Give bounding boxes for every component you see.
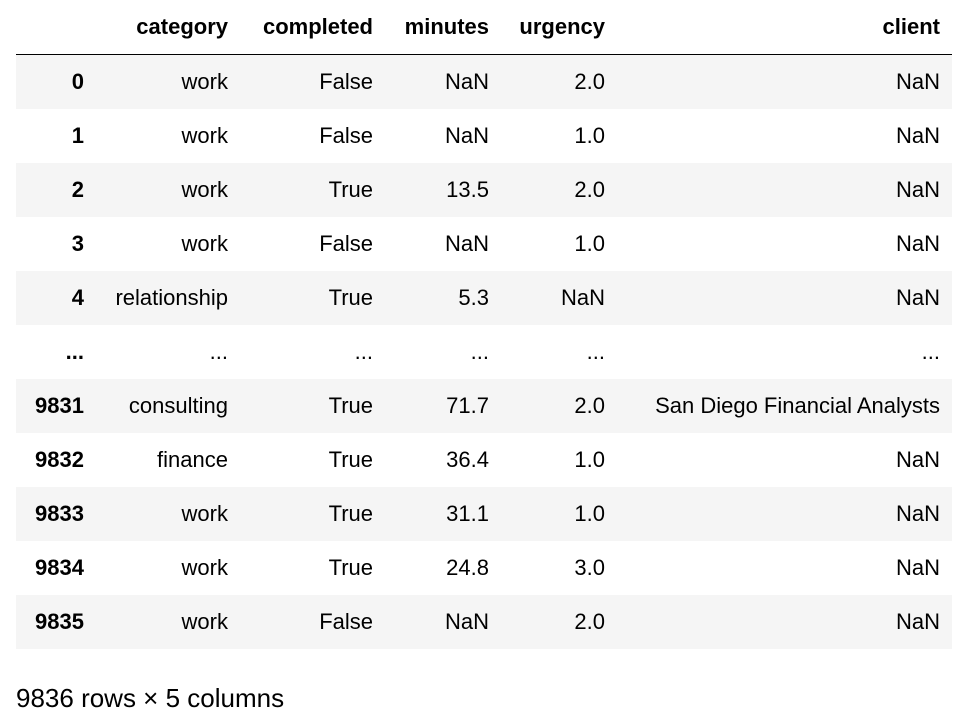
header-row: category completed minutes urgency clien…	[16, 0, 952, 55]
table-row: 0 work False NaN 2.0 NaN	[16, 54, 952, 109]
table-row: 9835 work False NaN 2.0 NaN	[16, 595, 952, 649]
cell-client: NaN	[895, 501, 940, 526]
cell-minutes: 31.1	[446, 501, 489, 526]
cell-category: work	[181, 123, 228, 148]
cell-urgency: 2.0	[574, 393, 605, 418]
table-row: 9834 work True 24.8 3.0 NaN	[16, 541, 952, 595]
row-index: ...	[65, 339, 84, 364]
cell-completed: False	[319, 231, 373, 256]
table-row: 9832 finance True 36.4 1.0 NaN	[16, 433, 952, 487]
cell-completed: ...	[354, 339, 373, 364]
cell-client: NaN	[895, 285, 940, 310]
table-row: 9833 work True 31.1 1.0 NaN	[16, 487, 952, 541]
cell-client: NaN	[895, 555, 940, 580]
row-index: 9832	[35, 447, 84, 472]
row-index: 0	[71, 69, 84, 94]
cell-completed: True	[328, 555, 373, 580]
cell-category: work	[181, 501, 228, 526]
cell-urgency: 2.0	[574, 69, 605, 94]
cell-category: ...	[209, 339, 228, 364]
table-body: 0 work False NaN 2.0 NaN 1 work False Na…	[16, 54, 952, 649]
cell-minutes: 5.3	[458, 285, 489, 310]
cell-completed: True	[328, 501, 373, 526]
cell-category: work	[181, 177, 228, 202]
cell-urgency: 1.0	[574, 123, 605, 148]
row-index: 9831	[35, 393, 84, 418]
table-row: 1 work False NaN 1.0 NaN	[16, 109, 952, 163]
header-index	[16, 0, 96, 55]
cell-completed: False	[319, 123, 373, 148]
table-row: 2 work True 13.5 2.0 NaN	[16, 163, 952, 217]
cell-minutes: 13.5	[446, 177, 489, 202]
cell-urgency: 1.0	[574, 231, 605, 256]
dataframe-table: category completed minutes urgency clien…	[16, 0, 952, 649]
cell-client: NaN	[895, 231, 940, 256]
table-row: 4 relationship True 5.3 NaN NaN	[16, 271, 952, 325]
cell-client: NaN	[895, 69, 940, 94]
cell-completed: True	[328, 447, 373, 472]
header-minutes: minutes	[385, 0, 501, 55]
cell-client: NaN	[895, 123, 940, 148]
cell-client: NaN	[895, 177, 940, 202]
cell-category: consulting	[128, 393, 228, 418]
cell-category: work	[181, 231, 228, 256]
row-index: 3	[71, 231, 84, 256]
cell-completed: True	[328, 177, 373, 202]
row-index: 9833	[35, 501, 84, 526]
table-header: category completed minutes urgency clien…	[16, 0, 952, 55]
cell-category: finance	[157, 447, 228, 472]
cell-urgency: ...	[586, 339, 605, 364]
cell-client: ...	[921, 339, 940, 364]
cell-client: San Diego Financial Analysts	[655, 393, 940, 418]
cell-minutes: 24.8	[446, 555, 489, 580]
cell-minutes: NaN	[444, 609, 489, 634]
cell-completed: True	[328, 285, 373, 310]
header-category: category	[96, 0, 240, 55]
cell-category: work	[181, 69, 228, 94]
cell-urgency: 1.0	[574, 447, 605, 472]
cell-completed: False	[319, 69, 373, 94]
cell-minutes: NaN	[444, 231, 489, 256]
cell-category: work	[181, 609, 228, 634]
cell-urgency: 2.0	[574, 177, 605, 202]
row-index: 9835	[35, 609, 84, 634]
table-row: 9831 consulting True 71.7 2.0 San Diego …	[16, 379, 952, 433]
cell-category: work	[181, 555, 228, 580]
row-index: 1	[71, 123, 84, 148]
cell-minutes: 71.7	[446, 393, 489, 418]
cell-completed: False	[319, 609, 373, 634]
cell-minutes: 36.4	[446, 447, 489, 472]
cell-urgency: NaN	[560, 285, 605, 310]
cell-completed: True	[328, 393, 373, 418]
cell-minutes: NaN	[444, 69, 489, 94]
cell-client: NaN	[895, 609, 940, 634]
cell-category: relationship	[115, 285, 228, 310]
cell-urgency: 2.0	[574, 609, 605, 634]
cell-minutes: NaN	[444, 123, 489, 148]
header-urgency: urgency	[501, 0, 617, 55]
row-index: 9834	[35, 555, 84, 580]
table-row: 3 work False NaN 1.0 NaN	[16, 217, 952, 271]
header-client: client	[617, 0, 952, 55]
shape-summary: 9836 rows × 5 columns	[16, 683, 285, 713]
cell-minutes: ...	[470, 339, 489, 364]
header-completed: completed	[240, 0, 385, 55]
dataframe-container: category completed minutes urgency clien…	[16, 0, 952, 649]
ellipsis-row: ... ... ... ... ... ...	[16, 325, 952, 379]
cell-urgency: 3.0	[574, 555, 605, 580]
cell-urgency: 1.0	[574, 501, 605, 526]
cell-client: NaN	[895, 447, 940, 472]
row-index: 4	[71, 285, 84, 310]
row-index: 2	[71, 177, 84, 202]
